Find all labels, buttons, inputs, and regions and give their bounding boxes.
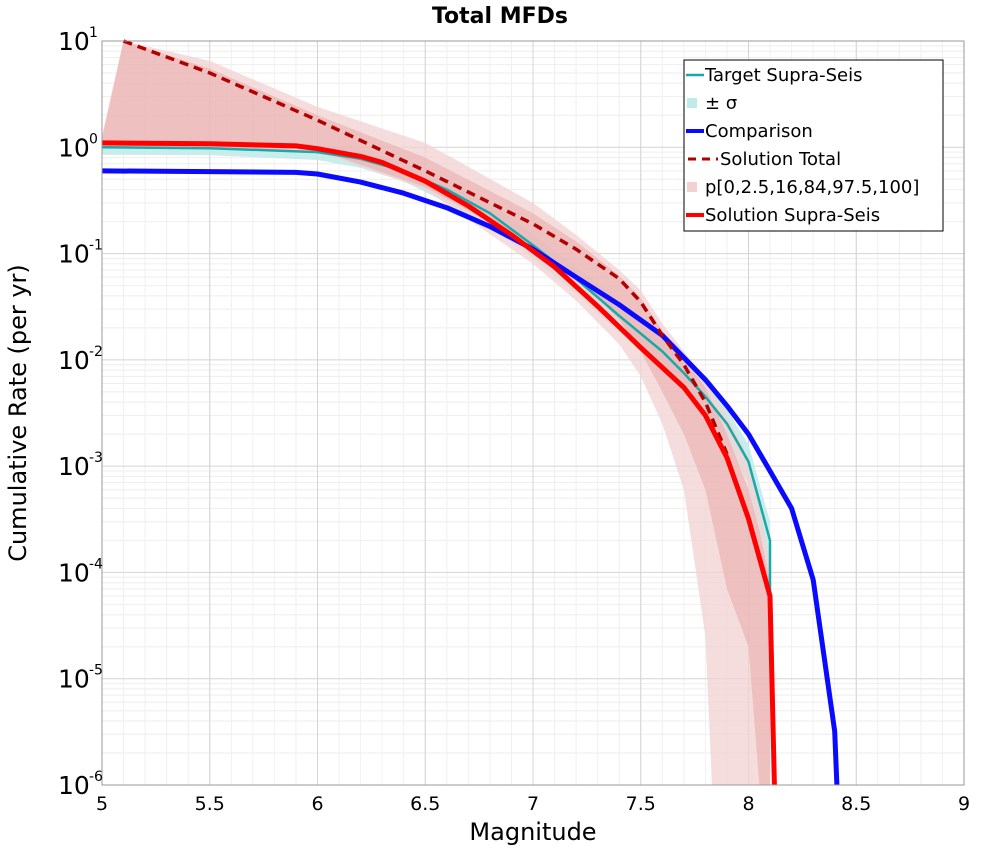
legend-label: ± σ bbox=[705, 93, 737, 114]
x-tick-label: 8.5 bbox=[841, 793, 871, 815]
y-tick-base: 10 bbox=[58, 346, 90, 375]
y-tick-base: 10 bbox=[58, 558, 90, 587]
legend-item: Target Supra-Seis bbox=[686, 65, 862, 86]
x-tick-label: 7.5 bbox=[626, 793, 656, 815]
legend-item: Comparison bbox=[686, 121, 813, 142]
x-axis-label: Magnitude bbox=[469, 818, 596, 846]
y-tick-exponent: -5 bbox=[89, 663, 103, 679]
x-tick-label: 6 bbox=[311, 793, 323, 815]
legend-item: Solution Total bbox=[688, 149, 841, 170]
x-tick-label: 9 bbox=[958, 793, 970, 815]
y-tick-base: 10 bbox=[58, 133, 90, 162]
legend-label: Target Supra-Seis bbox=[704, 65, 862, 86]
x-tick-labels: 5 5.5 6 6.5 7 7.5 8 8.5 9 bbox=[96, 793, 970, 815]
y-tick-exponent: -3 bbox=[89, 450, 103, 466]
legend-item: p[0,2.5,16,84,97.5,100] bbox=[687, 177, 919, 198]
y-tick-exponent: -1 bbox=[89, 238, 103, 254]
y-tick-label: 10 -3 bbox=[58, 450, 103, 481]
y-tick-base: 10 bbox=[58, 240, 90, 269]
series-line-3 bbox=[101, 140, 777, 786]
legend-swatch bbox=[687, 98, 697, 108]
plot-frame bbox=[101, 40, 965, 786]
chart-title: Total MFDs bbox=[432, 4, 568, 29]
x-tick-label: 5.5 bbox=[195, 793, 225, 815]
y-tick-exponent: 1 bbox=[89, 25, 98, 41]
y-tick-exponent: 0 bbox=[89, 131, 98, 147]
legend-label: p[0,2.5,16,84,97.5,100] bbox=[705, 177, 919, 198]
series-line-1 bbox=[101, 168, 840, 786]
y-tick-label: 10 0 bbox=[58, 131, 98, 162]
legend: Target Supra-Seis ± σ Comparison Solution T… bbox=[683, 59, 944, 232]
y-tick-label: 10 -5 bbox=[58, 663, 103, 694]
legend-item: ± σ bbox=[687, 93, 737, 114]
legend-label: Solution Supra-Seis bbox=[705, 205, 880, 226]
legend-label: Solution Total bbox=[720, 149, 841, 170]
y-axis-label: Cumulative Rate (per yr) bbox=[4, 264, 32, 562]
y-tick-base: 10 bbox=[58, 771, 90, 800]
y-tick-label: 10 -4 bbox=[58, 556, 103, 587]
y-tick-base: 10 bbox=[58, 27, 90, 56]
y-tick-exponent: -6 bbox=[89, 769, 103, 785]
legend-label: Comparison bbox=[705, 121, 813, 142]
y-tick-label: 10 -2 bbox=[58, 344, 103, 375]
legend-swatch bbox=[687, 182, 697, 192]
series-lines bbox=[101, 39, 840, 786]
y-tick-exponent: -4 bbox=[89, 556, 103, 572]
x-tick-label: 8 bbox=[742, 793, 754, 815]
x-tick-label: 6.5 bbox=[410, 793, 440, 815]
y-tick-base: 10 bbox=[58, 665, 90, 694]
x-tick-label: 5 bbox=[96, 793, 108, 815]
y-tick-label: 10 -1 bbox=[58, 238, 103, 269]
series-line-2 bbox=[122, 39, 729, 455]
y-tick-label: 10 1 bbox=[58, 25, 98, 56]
legend-box bbox=[683, 59, 944, 232]
y-tick-base: 10 bbox=[58, 452, 90, 481]
y-tick-exponent: -2 bbox=[89, 344, 103, 360]
legend-item: Solution Supra-Seis bbox=[686, 205, 880, 226]
y-tick-label: 10 -6 bbox=[58, 769, 103, 800]
x-tick-label: 7 bbox=[527, 793, 539, 815]
